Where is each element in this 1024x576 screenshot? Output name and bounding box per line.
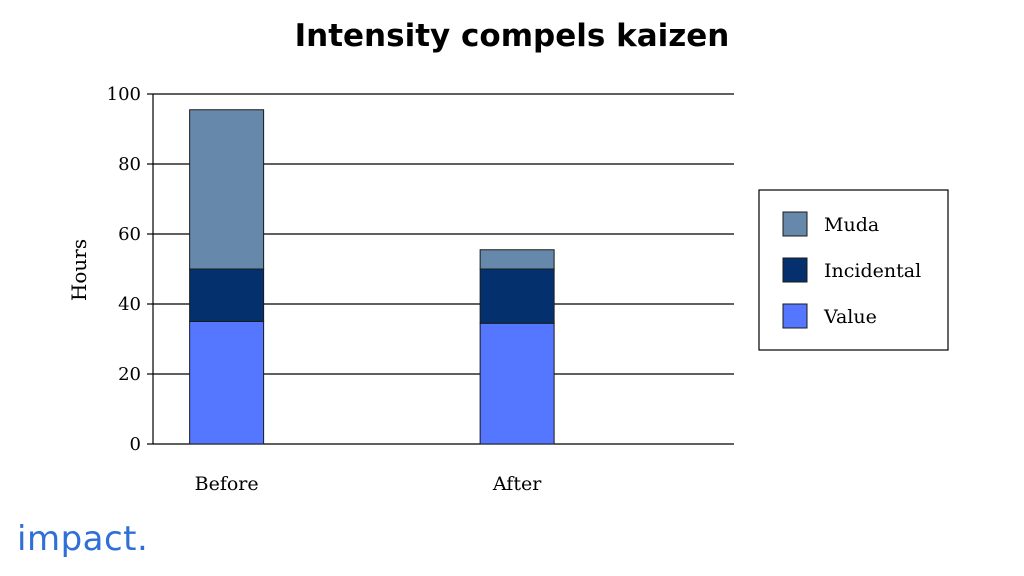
bar-incidental-after bbox=[479, 268, 555, 324]
legend: Muda Incidental Value bbox=[758, 189, 949, 351]
bar-muda-after bbox=[479, 249, 555, 270]
chart-title: Intensity compels kaizen bbox=[294, 18, 730, 54]
y-tick-label: 20 bbox=[118, 364, 141, 385]
legend-label-incidental: Incidental bbox=[824, 260, 921, 282]
y-tick-label: 0 bbox=[130, 434, 141, 455]
legend-label-value: Value bbox=[823, 306, 877, 328]
y-tick-label: 100 bbox=[107, 84, 141, 105]
y-tick-label: 80 bbox=[118, 154, 141, 175]
impact-logo: impact. bbox=[17, 519, 148, 559]
bar-value-before bbox=[189, 321, 265, 445]
bar-value-after bbox=[479, 322, 555, 445]
logo-dot: . bbox=[137, 519, 149, 559]
x-category-labels: Before After bbox=[195, 473, 543, 495]
logo-text: impact bbox=[17, 519, 138, 559]
x-category-label: After bbox=[492, 473, 542, 495]
y-tick-label: 60 bbox=[118, 224, 141, 245]
bar-incidental-before bbox=[189, 268, 265, 322]
y-axis-label: Hours bbox=[67, 239, 91, 301]
legend-label-muda: Muda bbox=[824, 214, 879, 236]
legend-swatch-value bbox=[782, 303, 808, 329]
legend-swatch-muda bbox=[782, 211, 808, 237]
y-tick-labels: 0 20 40 60 80 100 bbox=[107, 84, 141, 455]
y-tick-label: 40 bbox=[118, 294, 141, 315]
x-category-label: Before bbox=[195, 473, 259, 495]
bars bbox=[189, 109, 555, 445]
legend-swatch-incidental bbox=[782, 257, 808, 283]
bar-muda-before bbox=[189, 109, 265, 270]
